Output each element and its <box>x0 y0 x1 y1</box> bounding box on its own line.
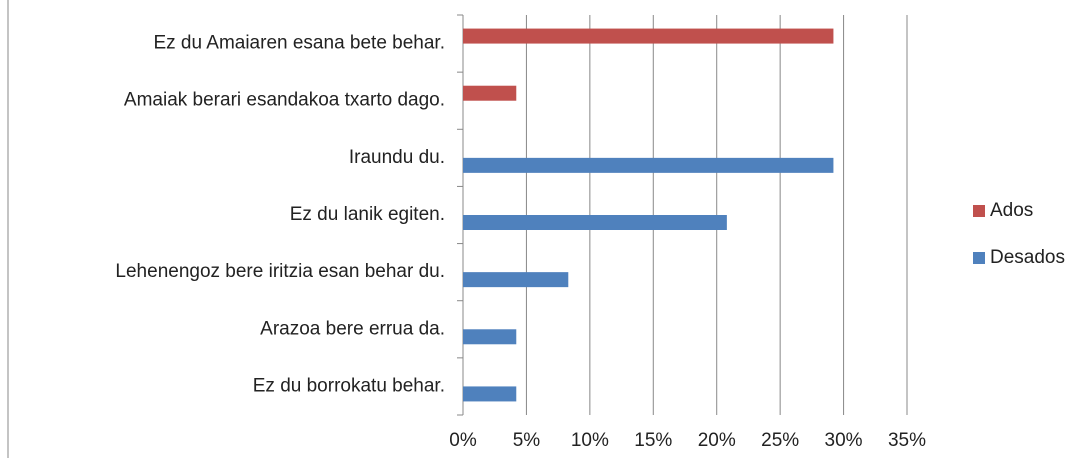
y-tick-label: Ez du Amaiaren esana bete behar. <box>153 33 445 54</box>
bar <box>463 215 727 230</box>
bar <box>463 386 517 402</box>
x-tick-label: 5% <box>513 430 541 451</box>
x-tick-label: 35% <box>888 430 926 451</box>
x-tick-label: 25% <box>761 430 799 451</box>
bar <box>463 28 834 44</box>
x-tick-label: 15% <box>634 430 672 451</box>
x-tick-label: 30% <box>825 430 863 451</box>
x-tick-label: 0% <box>449 430 477 451</box>
y-tick-label: Iraundu du. <box>349 147 445 168</box>
legend-swatch <box>973 205 985 217</box>
bar <box>463 272 569 288</box>
x-tick-label: 10% <box>571 430 609 451</box>
y-tick-label: Ez du borrokatu behar. <box>253 375 445 396</box>
bar <box>463 157 834 173</box>
bar <box>463 329 517 345</box>
x-tick-label: 20% <box>698 430 736 451</box>
legend-label: Desados <box>990 247 1065 268</box>
legend-label: Ados <box>990 200 1033 221</box>
bar <box>463 85 517 101</box>
legend-swatch <box>973 252 985 264</box>
y-tick-label: Lehenengoz bere iritzia esan behar du. <box>115 261 445 282</box>
y-tick-label: Amaiak berari esandakoa txarto dago. <box>124 90 445 111</box>
y-tick-label: Arazoa bere errua da. <box>260 318 445 339</box>
y-tick-label: Ez du lanik egiten. <box>290 204 445 225</box>
